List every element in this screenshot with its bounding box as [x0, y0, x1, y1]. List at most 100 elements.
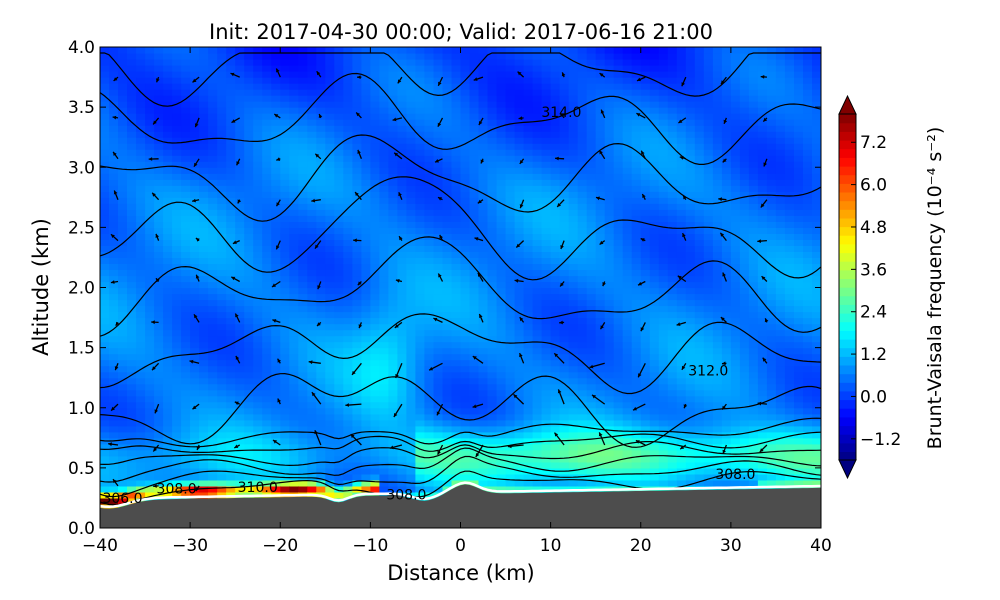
field-cell — [199, 281, 209, 289]
field-cell — [370, 323, 380, 331]
field-cell — [235, 251, 245, 258]
field-cell — [568, 125, 579, 132]
field-cell — [181, 479, 191, 487]
field-cell — [370, 95, 380, 102]
field-cell — [361, 173, 371, 180]
field-cell — [109, 485, 119, 493]
field-cell — [595, 419, 606, 427]
field-cell — [118, 161, 128, 168]
field-cell — [568, 209, 579, 216]
field-cell — [343, 155, 353, 162]
field-cell — [631, 401, 642, 409]
field-cell — [460, 161, 471, 168]
field-cell — [478, 329, 489, 337]
field-cell — [433, 167, 444, 174]
field-cell — [649, 347, 660, 355]
field-cell — [316, 107, 326, 114]
field-cell — [262, 317, 272, 325]
field-cell — [109, 119, 119, 126]
field-cell — [226, 455, 236, 463]
field-cell — [343, 335, 353, 343]
field-cell — [190, 413, 200, 421]
field-cell — [631, 365, 642, 373]
field-cell — [397, 401, 407, 409]
field-cell — [595, 197, 606, 204]
field-cell — [208, 209, 218, 216]
field-cell — [163, 431, 173, 439]
field-cell — [361, 455, 371, 463]
field-cell — [496, 245, 507, 252]
field-cell — [235, 365, 245, 373]
field-cell — [379, 479, 389, 487]
field-cell — [109, 275, 119, 283]
field-cell — [460, 185, 471, 192]
field-cell — [235, 101, 245, 108]
field-cell — [325, 227, 335, 234]
field-cell — [640, 65, 651, 72]
field-cell — [316, 425, 326, 433]
field-cell — [307, 269, 317, 277]
field-cell — [163, 401, 173, 409]
field-cell — [235, 473, 245, 481]
field-cell — [586, 215, 597, 222]
field-cell — [217, 161, 227, 168]
field-cell — [379, 485, 389, 493]
field-cell — [235, 479, 245, 487]
field-cell — [541, 359, 552, 367]
field-cell — [478, 185, 489, 192]
field-cell — [433, 65, 444, 72]
field-cell — [289, 203, 299, 210]
field-cell — [280, 377, 290, 385]
field-cell — [181, 437, 191, 445]
field-cell — [280, 365, 290, 373]
field-cell — [100, 173, 110, 180]
field-cell — [415, 383, 425, 391]
field-cell — [289, 143, 299, 150]
field-cell — [280, 467, 290, 475]
field-cell — [163, 365, 173, 373]
field-cell — [118, 497, 128, 505]
field-cell — [388, 311, 398, 319]
field-cell — [469, 365, 480, 373]
field-cell — [343, 131, 353, 138]
field-cell — [424, 65, 434, 72]
field-cell — [289, 293, 299, 301]
field-cell — [208, 257, 218, 264]
field-cell — [352, 479, 362, 487]
field-cell — [145, 479, 155, 487]
field-cell — [172, 323, 182, 331]
field-cell — [280, 185, 290, 192]
field-cell — [586, 245, 597, 252]
field-cell — [244, 257, 254, 264]
field-cell — [226, 47, 236, 54]
field-cell — [280, 419, 290, 427]
field-cell — [280, 347, 290, 355]
field-cell — [379, 101, 389, 108]
field-cell — [568, 335, 579, 343]
field-cell — [244, 347, 254, 355]
field-cell — [190, 479, 200, 487]
field-cell — [505, 293, 516, 301]
field-cell — [370, 491, 380, 499]
field-cell — [136, 359, 146, 367]
field-cell — [433, 245, 444, 252]
field-cell — [253, 347, 263, 355]
field-cell — [190, 113, 200, 120]
field-cell — [577, 257, 588, 264]
field-cell — [523, 413, 534, 421]
field-cell — [280, 161, 290, 168]
field-cell — [253, 317, 263, 325]
field-cell — [532, 239, 543, 246]
field-cell — [145, 143, 155, 150]
field-cell — [532, 245, 543, 252]
field-cell — [172, 107, 182, 114]
field-cell — [181, 107, 191, 114]
field-cell — [361, 251, 371, 258]
field-cell — [406, 251, 416, 258]
field-cell — [280, 215, 290, 222]
field-cell — [496, 257, 507, 264]
field-cell — [559, 353, 570, 361]
field-cell — [325, 125, 335, 132]
field-cell — [487, 395, 498, 403]
field-cell — [460, 299, 471, 307]
